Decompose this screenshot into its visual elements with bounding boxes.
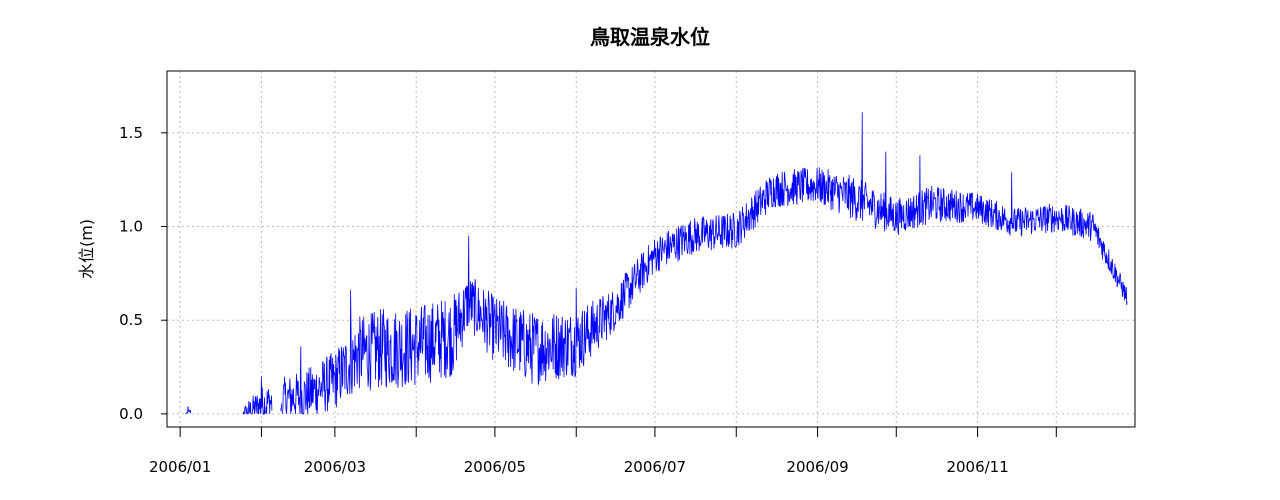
plot-frame (166, 70, 1136, 428)
x-tick-label: 2006/07 (624, 458, 686, 476)
x-tick-label: 2006/09 (786, 458, 848, 476)
x-axis: 2006/01 2006/03 2006/05 2006/07 2006/09 2006/… (149, 427, 1057, 476)
series-line-segment (242, 376, 273, 415)
x-tick-label: 2006/05 (464, 458, 526, 476)
y-axis-label: 水位(m) (77, 219, 96, 279)
x-tick-label: 2006/03 (304, 458, 366, 476)
x-tick-label: 2006/11 (946, 458, 1008, 476)
series-line-segment (280, 403, 282, 412)
chart-title: 鳥取温泉水位 (590, 25, 710, 49)
y-tick-label: 0.5 (119, 311, 143, 329)
y-tick-label: 1.0 (119, 218, 143, 236)
x-tick-label: 2006/01 (149, 458, 211, 476)
y-tick-label: 1.5 (119, 124, 143, 142)
series-water-level (185, 112, 1128, 415)
grid (167, 71, 1135, 427)
series-line-segment (282, 112, 1128, 415)
y-axis: 0.0 0.5 1.0 1.5 (119, 124, 167, 423)
series-line-segment (185, 406, 191, 415)
y-tick-label: 0.0 (119, 405, 143, 423)
